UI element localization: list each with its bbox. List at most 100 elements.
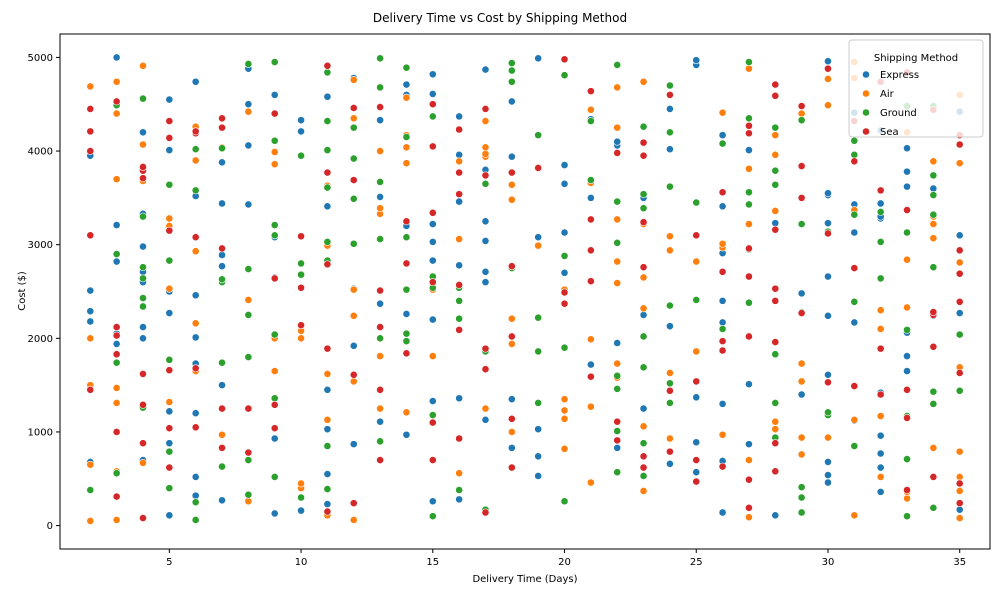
point-air xyxy=(86,517,95,525)
point-ground xyxy=(402,63,411,72)
point-ground xyxy=(797,116,806,125)
point-ground xyxy=(692,198,701,207)
x-tick-label: 35 xyxy=(953,557,966,568)
series-sea xyxy=(86,55,964,522)
point-sea xyxy=(139,439,147,448)
point-ground xyxy=(270,136,279,145)
x-tick-label: 5 xyxy=(166,557,172,568)
point-express xyxy=(86,317,95,326)
point-sea xyxy=(876,390,885,399)
point-express xyxy=(297,116,305,125)
point-air xyxy=(86,82,95,91)
point-express xyxy=(560,179,569,188)
point-air xyxy=(745,456,753,464)
point-sea xyxy=(481,344,490,353)
point-ground xyxy=(534,347,543,356)
point-air xyxy=(929,157,938,166)
point-ground xyxy=(639,363,648,372)
point-ground xyxy=(402,233,411,242)
point-air xyxy=(876,325,885,333)
point-air xyxy=(955,258,964,267)
point-air xyxy=(613,215,622,224)
point-air xyxy=(270,160,279,169)
point-ground xyxy=(376,83,384,92)
point-sea xyxy=(191,233,200,242)
point-air xyxy=(639,422,648,431)
point-express xyxy=(876,199,885,208)
point-air xyxy=(112,516,121,524)
point-express xyxy=(191,77,200,86)
point-sea xyxy=(244,404,253,413)
point-sea xyxy=(745,272,753,281)
point-ground xyxy=(745,298,753,307)
point-air xyxy=(560,395,569,404)
point-express xyxy=(428,256,437,265)
point-sea xyxy=(850,264,859,272)
point-ground xyxy=(349,123,358,132)
point-air xyxy=(507,314,516,323)
point-sea xyxy=(376,385,384,394)
point-sea xyxy=(771,439,780,448)
point-air xyxy=(191,319,200,328)
point-ground xyxy=(402,329,411,338)
point-ground xyxy=(771,180,780,189)
point-express xyxy=(165,439,174,448)
point-sea xyxy=(165,134,174,142)
legend-marker-sea xyxy=(862,127,870,136)
point-ground xyxy=(613,61,622,69)
x-tick-label: 15 xyxy=(426,557,439,568)
point-air xyxy=(613,359,622,368)
point-sea xyxy=(586,246,595,255)
point-sea xyxy=(297,232,305,241)
point-ground xyxy=(929,399,938,408)
point-ground xyxy=(639,122,648,131)
point-express xyxy=(639,404,648,413)
point-sea xyxy=(929,342,938,351)
point-ground xyxy=(244,490,253,499)
point-ground xyxy=(560,343,569,352)
point-ground xyxy=(323,485,332,493)
point-express xyxy=(428,237,437,246)
point-express xyxy=(850,228,859,237)
point-ground xyxy=(349,154,358,163)
point-air xyxy=(112,175,121,184)
point-sea xyxy=(771,80,780,89)
point-ground xyxy=(850,136,859,145)
point-ground xyxy=(191,186,200,195)
point-air xyxy=(745,64,753,73)
point-ground xyxy=(165,355,174,364)
point-sea xyxy=(323,61,332,70)
point-express xyxy=(666,322,674,331)
point-express xyxy=(955,309,964,317)
point-ground xyxy=(613,427,622,435)
point-sea xyxy=(139,369,147,378)
point-sea xyxy=(639,263,648,272)
point-ground xyxy=(639,204,648,213)
point-sea xyxy=(112,331,121,340)
point-ground xyxy=(850,210,859,219)
point-express xyxy=(191,472,200,481)
legend-items: Express Air Ground Sea xyxy=(862,70,919,138)
point-sea xyxy=(692,477,701,486)
point-ground xyxy=(639,190,648,199)
point-air xyxy=(481,149,490,158)
point-express xyxy=(376,417,384,426)
point-air xyxy=(850,415,859,424)
point-ground xyxy=(349,239,358,248)
point-express xyxy=(876,487,885,496)
point-sea xyxy=(455,281,464,289)
point-sea xyxy=(850,157,859,166)
point-sea xyxy=(824,64,832,73)
point-air xyxy=(850,511,859,520)
point-sea xyxy=(745,475,753,484)
point-sea xyxy=(929,308,938,316)
point-express xyxy=(112,221,121,229)
point-sea xyxy=(191,364,200,373)
point-sea xyxy=(507,463,516,472)
point-air xyxy=(455,157,464,166)
point-sea xyxy=(850,382,859,390)
point-air xyxy=(270,367,279,375)
point-express xyxy=(402,80,411,89)
point-sea xyxy=(745,503,753,512)
point-ground xyxy=(218,358,226,367)
